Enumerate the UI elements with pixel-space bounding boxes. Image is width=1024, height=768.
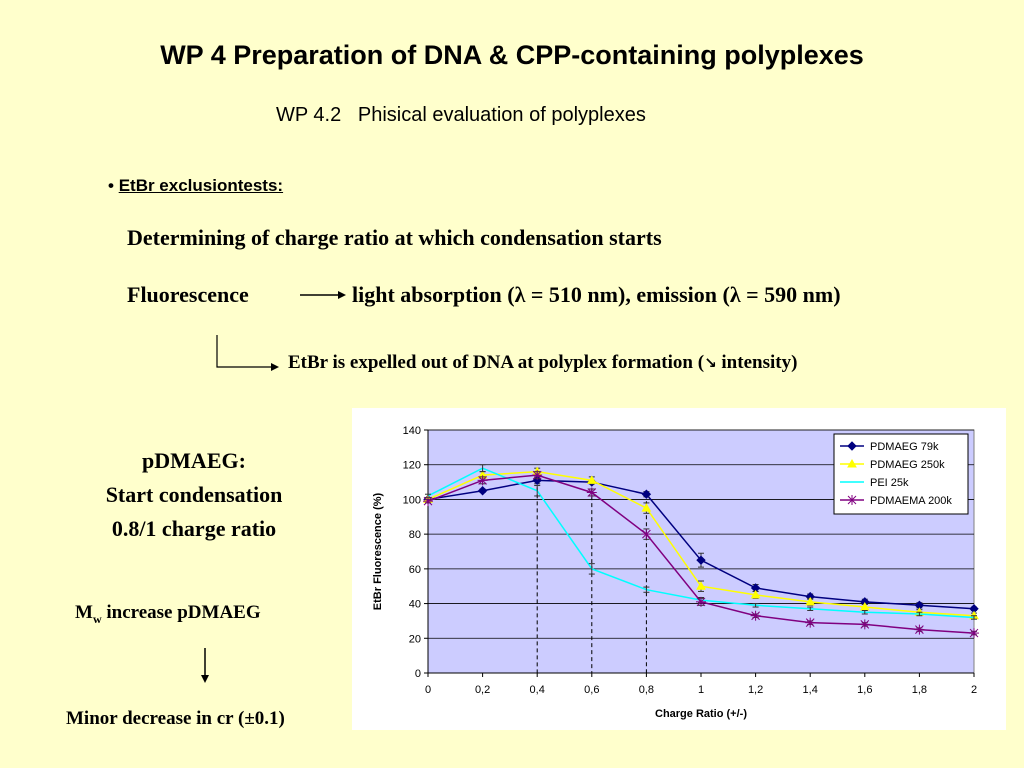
data-point — [696, 555, 706, 565]
y-tick-label: 40 — [409, 599, 421, 611]
y-tick-label: 0 — [415, 668, 421, 680]
x-tick-label: 0 — [425, 684, 431, 696]
etbr-expelled-tail: intensity) — [716, 352, 798, 373]
legend-label: PDMAEMA 200k — [870, 495, 952, 507]
absorption-emission-text: light absorption (λ = 510 nm), emission … — [352, 282, 841, 307]
start-condensation-text: Start condensation — [105, 482, 283, 507]
mw-increase-text: Mw increase pDMAEG — [75, 602, 261, 627]
y-tick-label: 140 — [403, 425, 421, 437]
arrow-right-icon — [300, 291, 346, 299]
x-tick-label: 1,8 — [912, 684, 927, 696]
slide-title: WP 4 Preparation of DNA & CPP-containing… — [160, 40, 864, 70]
legend-label: PDMAEG 79k — [870, 441, 939, 453]
x-axis-label: Charge Ratio (+/-) — [655, 708, 747, 720]
condensation-line: Determining of charge ratio at which con… — [127, 225, 662, 250]
corner-arrow-icon — [216, 335, 279, 371]
data-point — [641, 489, 652, 499]
decrease-arrow-icon: ↘ — [704, 354, 717, 372]
legend-label: PEI 25k — [870, 477, 909, 489]
data-point — [696, 581, 706, 590]
mw-symbol: M — [75, 602, 93, 623]
x-tick-label: 0,8 — [639, 684, 654, 696]
bullet-item: • EtBr exclusiontests: — [108, 176, 283, 196]
data-point — [586, 475, 597, 484]
pdmaeg-summary: pDMAEG: Start condensation 0.8/1 charge … — [60, 444, 328, 546]
etbr-expelled-main: EtBr is expelled out of DNA at polyplex … — [288, 352, 705, 373]
bullet-heading: EtBr exclusiontests: — [118, 176, 284, 195]
x-tick-label: 1,2 — [748, 684, 763, 696]
chart-svg: 0 20 40 60 80 100 120 140 0 0,2 0,4 0,6 0,8 1 1,2 1,4 1,… — [372, 425, 979, 720]
y-tick-label: 80 — [409, 529, 421, 541]
data-point — [641, 503, 652, 512]
legend: PDMAEG 79k PDMAEG 250k PEI 25k PDMAEMA 200k — [833, 433, 969, 515]
x-tick-label: 2 — [971, 684, 977, 696]
mw-subscript: w — [92, 611, 102, 626]
fluorescence-label: Fluorescence — [127, 282, 249, 307]
data-point — [750, 589, 761, 599]
arrow-down-icon — [201, 648, 209, 683]
minor-decrease-text: Minor decrease in cr (±0.1) — [66, 708, 285, 729]
legend-marker — [847, 458, 857, 468]
x-tick-label: 0,4 — [530, 684, 545, 696]
data-point — [477, 486, 488, 496]
y-tick-label: 60 — [409, 564, 421, 576]
x-tick-label: 1,6 — [857, 684, 872, 696]
mw-rest: increase pDMAEG — [101, 602, 261, 623]
slide-subtitle: WP 4.2 Phisical evaluation of polyplexes — [276, 104, 646, 126]
x-tick-label: 0,2 — [475, 684, 490, 696]
bullet-dot: • — [108, 176, 119, 195]
data-point — [805, 596, 816, 606]
charge-ratio-text: 0.8/1 charge ratio — [111, 516, 277, 541]
pdmaeg-heading: pDMAEG: — [142, 448, 246, 473]
series-pdmaema-200k — [423, 470, 979, 639]
x-tick-label: 0,6 — [584, 684, 599, 696]
etbr-fluorescence-chart: 0 20 40 60 80 100 120 140 0 0,2 0,4 0,6 0,8 1 1,2 1,4 1,… — [352, 408, 1006, 730]
x-tick-label: 1 — [698, 684, 704, 696]
y-axis-label: EtBr Fluorescence (%) — [372, 492, 384, 610]
legend-marker — [847, 441, 857, 451]
legend-label: PDMAEG 250k — [870, 459, 945, 471]
y-tick-label: 120 — [403, 460, 421, 472]
x-tick-label: 1,4 — [803, 684, 818, 696]
y-tick-label: 100 — [403, 494, 421, 506]
y-tick-label: 20 — [409, 633, 421, 645]
etbr-expelled-text: EtBr is expelled out of DNA at polyplex … — [288, 352, 797, 374]
